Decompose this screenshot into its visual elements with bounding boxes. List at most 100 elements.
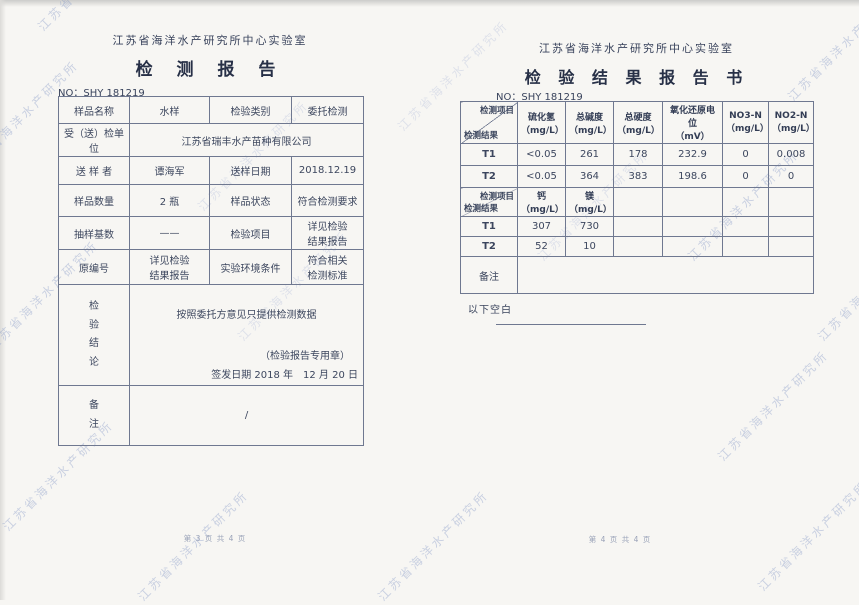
result-cell: 383 [613,165,663,188]
corner-cell: 检测项目 检测结果 [460,101,518,144]
report-no-value: SHY 181219 [83,88,145,99]
watermark: 江苏省海洋水产研究所 [755,477,859,594]
info-row: 样品数量 2 瓶 样品状态 符合检测要求 [58,184,364,217]
value-sampling-base: —— [129,216,210,250]
report-no-left: NO：SHY 181219 [58,84,145,99]
conclusion-row: 检验结论 按照委托方意见只提供检测数据 （检验报告专用章） 签发日期 2018 … [58,284,364,386]
col-header-no2n: NO2-N （mg/L） [768,101,814,144]
result-row-t2: T2 52 10 [460,236,814,257]
issue-date: 签发日期 2018 年 12 月 20 日 [211,370,358,381]
result-cell: 52 [517,236,566,257]
report-title-left: 检 测 报 告 [135,60,285,80]
result-cell: 730 [565,216,614,237]
info-row: 样品名称 水样 检验类别 委托检测 [58,96,364,124]
remark-value: / [129,385,364,446]
label-test-items: 检验项目 [209,216,292,250]
result-cell: 261 [565,143,614,166]
page-footer-right: 第 4 页 共 4 页 [588,535,652,544]
corner-cell: 检测项目 检测结果 [460,187,518,217]
col-header-alkalinity: 总碱度 （mg/L） [565,101,614,144]
info-row: 原编号 详见检验 结果报告 实验环境条件 符合相关 检测标准 [58,249,364,285]
label-sender: 送 样 者 [58,156,130,185]
label-send-date: 送样日期 [209,156,292,185]
result-cell [662,216,723,237]
value-send-date: 2018.12.19 [291,156,364,185]
corner-top-label: 检测项目 [479,106,514,116]
watermark: 江苏省海洋水产研究所 [815,227,859,344]
watermark: 江苏省海洋水产研究所 [135,487,252,604]
scan-edge-top [0,0,859,7]
value-condition: 符合检测要求 [291,184,364,217]
label-orig-no: 原编号 [58,249,130,285]
value-quantity: 2 瓶 [129,184,210,217]
label-test-category: 检验类别 [209,96,292,124]
value-test-category: 委托检测 [291,96,364,124]
result-cell: 232.9 [662,143,723,166]
value-orig-no: 详见检验 结果报告 [129,249,210,285]
label-env-condition: 实验环境条件 [209,249,292,285]
result-cell: <0.05 [517,143,566,166]
value-sender: 谭海军 [129,156,210,185]
conclusion-text: 按照委托方意见只提供检测数据 [176,310,317,321]
result-cell [613,216,663,237]
col-header-empty [768,187,814,217]
result-cell [662,236,723,257]
report-no-label: NO： [496,92,522,103]
col-header-hardness: 总硬度 （mg/L） [613,101,663,144]
info-row: 受（送）检单位 江苏省瑞丰水产苗种有限公司 [58,123,364,157]
result-cell: 364 [565,165,614,188]
remark-label-text: 备注 [89,400,99,430]
value-env-condition: 符合相关 检测标准 [291,249,364,285]
watermark: 江苏省海洋水产研究所 [715,347,832,464]
result-cell: 0 [722,143,769,166]
col-header-calcium: 钙 （mg/L） [517,187,566,217]
conclusion-label-text: 检验结论 [89,301,99,368]
result-cell [768,236,814,257]
info-row: 抽样基数 —— 检验项目 详见检验 结果报告 [58,216,364,250]
col-header-empty [662,187,723,217]
corner-bottom-label: 检测结果 [464,131,499,141]
col-header-orp: 氧化还原电位 （mV） [662,101,723,144]
result-row-t1: T1 307 730 [460,216,814,237]
result-header-row-1: 检测项目 检测结果 硫化氢 （mg/L） 总碱度 （mg/L） 总硬度 （mg/… [460,101,814,144]
report-no-label: NO： [58,88,84,99]
remark-value [517,256,814,294]
result-cell: 198.6 [662,165,723,188]
result-row-t2: T2 <0.05 364 383 198.6 0 0 [460,165,814,188]
result-table: 检测项目 检测结果 硫化氢 （mg/L） 总碱度 （mg/L） 总硬度 （mg/… [460,101,814,294]
label-client: 受（送）检单位 [58,123,130,157]
label-remark: 备注 [460,256,518,294]
result-cell: <0.05 [517,165,566,188]
corner-top-label: 检测项目 [479,192,514,202]
result-header-row-2: 检测项目 检测结果 钙 （mg/L） 镁 （mg/L） [460,187,814,217]
remark-row: 备注 / [58,385,364,446]
report-title-right: 检 验 结 果 报 告 书 [524,68,749,87]
result-cell: 10 [565,236,614,257]
conclusion-cell: 按照委托方意见只提供检测数据 （检验报告专用章） 签发日期 2018 年 12 … [129,284,364,386]
result-cell: 0 [722,165,769,188]
watermark: 江苏省海洋水产研究所 [375,487,492,604]
col-header-no3n: NO3-N （mg/L） [722,101,769,144]
lab-name-left: 江苏省海洋水产研究所中心实验室 [112,34,308,47]
blank-below-note: 以下空白 [468,305,512,316]
result-cell: 178 [613,143,663,166]
label-sampling-base: 抽样基数 [58,216,130,250]
result-cell: 307 [517,216,566,237]
sample-info-table: 样品名称 水样 检验类别 委托检测 受（送）检单位 江苏省瑞丰水产苗种有限公司 … [58,96,364,446]
blank-underline [496,324,646,325]
col-header-magnesium: 镁 （mg/L） [565,187,614,217]
seal-note: （检验报告专用章） [260,351,350,362]
value-test-items: 详见检验 结果报告 [291,216,364,250]
result-cell [722,216,769,237]
report-no-value: SHY 181219 [521,92,583,103]
remark-row: 备注 [460,256,814,294]
row-label: T2 [460,236,518,257]
col-header-empty [722,187,769,217]
col-header-empty [613,187,663,217]
label-conclusion: 检验结论 [58,284,130,386]
result-cell [722,236,769,257]
row-label: T1 [460,216,518,237]
label-remark: 备注 [58,385,130,446]
row-label: T2 [460,165,518,188]
result-row-t1: T1 <0.05 261 178 232.9 0 0.008 [460,143,814,166]
